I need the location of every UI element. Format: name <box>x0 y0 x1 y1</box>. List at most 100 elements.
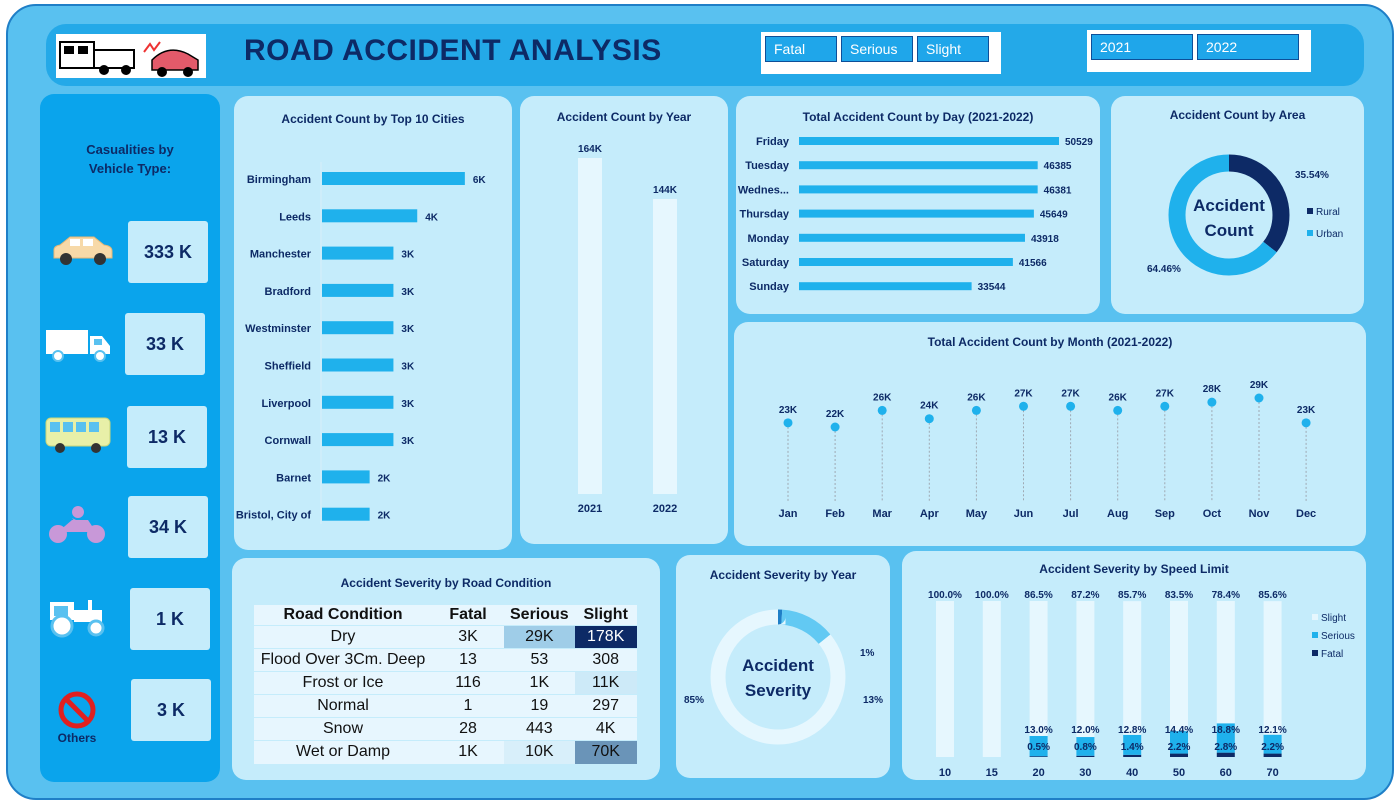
speed-legend-swatch <box>1312 614 1318 620</box>
cities-value-label: 3K <box>401 362 415 373</box>
slicer-2021[interactable]: 2021 <box>1091 34 1193 60</box>
speed-legend-swatch <box>1312 632 1318 638</box>
speed-legend-label: Fatal <box>1321 649 1343 660</box>
cities-bar <box>322 283 394 297</box>
severity-year-title: Accident Severity by Year <box>709 568 857 582</box>
cities-bar <box>322 321 394 335</box>
cities-value-label: 3K <box>401 287 415 298</box>
speed-serious-bar <box>1029 735 1048 757</box>
cities-bar <box>322 470 370 484</box>
day-bar <box>799 185 1038 194</box>
table-row: Flood Over 3Cm. Deep 13 53 308 <box>254 648 637 672</box>
cities-bar <box>322 433 394 447</box>
table-cell: 1 <box>432 694 504 718</box>
month-tick-label: Apr <box>920 508 940 520</box>
table-header-cell: Slight <box>574 604 637 626</box>
area-value-label: 35.54% <box>1295 170 1329 181</box>
table-cell: 13 <box>432 648 504 672</box>
day-tick-label: Sunday <box>749 281 790 293</box>
day-tick-label: Tuesday <box>745 160 790 172</box>
road-condition-table: Road Condition Fatal Serious Slight Dry 3K 29… <box>254 604 637 764</box>
speed-tick-label: 70 <box>1266 767 1278 779</box>
tractor-casualty-value: 1 K <box>130 588 210 650</box>
month-value-label: 26K <box>1109 392 1128 403</box>
bus-casualty-value: 13 K <box>127 406 207 468</box>
table-cell: Frost or Ice <box>254 671 432 695</box>
slicer-serious[interactable]: Serious <box>841 36 913 62</box>
table-cell: 70K <box>574 740 637 764</box>
motorcycle-casualty-value: 34 K <box>128 496 208 558</box>
speed-serious-label: 12.0% <box>1071 725 1099 736</box>
year-value-label: 144K <box>653 185 678 196</box>
severity-donut-slice <box>710 609 846 745</box>
speed-slight-label: 83.5% <box>1165 590 1193 601</box>
cities-tick-label: Liverpool <box>261 398 311 410</box>
year-slicer: 2021 2022 <box>1087 30 1311 72</box>
day-bar <box>799 233 1025 242</box>
vehicle-sidebar-title: Casualities by Vehicle Type: <box>40 140 220 178</box>
day-bar <box>799 282 972 291</box>
cities-tick-label: Sheffield <box>265 361 311 373</box>
table-cell: 29K <box>504 625 575 649</box>
year-value-label: 164K <box>578 144 603 155</box>
cities-tick-label: Barnet <box>276 472 311 484</box>
speed-serious-label: 18.8% <box>1212 725 1240 736</box>
speed-fatal-bar <box>1263 753 1282 757</box>
month-value-label: 22K <box>826 409 845 420</box>
car-icon <box>48 228 118 272</box>
slicer-2022[interactable]: 2022 <box>1197 34 1299 60</box>
speed-tick-label: 10 <box>939 767 951 779</box>
area-center-label: Accident <box>1193 196 1265 215</box>
bus-icon <box>44 414 114 458</box>
month-point <box>971 405 981 415</box>
severity-slicer: Fatal Serious Slight <box>761 32 1001 74</box>
speed-fatal-label: 2.8% <box>1214 742 1237 753</box>
cities-value-label: 3K <box>401 436 415 447</box>
cities-tick-label: Birmingham <box>247 174 311 186</box>
speed-fatal-bar <box>1076 755 1095 757</box>
slicer-fatal[interactable]: Fatal <box>765 36 837 62</box>
speed-tick-label: 50 <box>1173 767 1185 779</box>
day-panel: Total Accident Count by Day (2021-2022) <box>736 96 1100 314</box>
table-cell: 297 <box>574 694 637 718</box>
table-header-cell: Serious <box>504 604 575 626</box>
speed-slight-label: 100.0% <box>928 590 962 601</box>
month-point <box>877 405 887 415</box>
road-condition-title: Accident Severity by Road Condition <box>340 576 552 590</box>
table-row: Frost or Ice 116 1K 11K <box>254 671 637 695</box>
cities-bar <box>322 172 465 185</box>
speed-tick-label: 30 <box>1079 767 1091 779</box>
month-tick-label: Mar <box>872 508 892 520</box>
car-casualty-value: 333 K <box>128 221 208 283</box>
day-value-label: 50529 <box>1065 137 1093 148</box>
severity-center-label: Accident <box>742 656 814 675</box>
speed-slight-bar <box>1029 601 1048 736</box>
speed-slight-bar <box>982 601 1001 757</box>
table-cell: 28 <box>432 717 504 741</box>
month-tick-label: Dec <box>1296 508 1316 520</box>
month-value-label: 27K <box>1156 388 1175 399</box>
accident-logo-icon <box>56 34 206 78</box>
severity-value-label: 13% <box>863 695 883 706</box>
table-row: Normal 1 19 297 <box>254 694 637 718</box>
table-cell: 178K <box>574 625 637 649</box>
month-panel: Total Accident Count by Month (2021-2022… <box>734 322 1366 546</box>
day-bar <box>799 258 1013 266</box>
speed-serious-label: 12.8% <box>1118 725 1146 736</box>
motorcycle-icon <box>44 504 114 548</box>
month-tick-label: Nov <box>1249 508 1271 520</box>
speed-serious-bar <box>1170 731 1188 754</box>
speed-fatal-bar <box>1216 752 1235 757</box>
table-row: Snow 28 443 4K <box>254 717 637 741</box>
slicer-slight[interactable]: Slight <box>917 36 989 62</box>
month-chart-title: Total Accident Count by Month (2021-2022… <box>927 335 1173 349</box>
page-title: ROAD ACCIDENT ANALYSIS <box>244 34 662 67</box>
speed-tick-label: 40 <box>1126 767 1138 779</box>
cities-value-label: 2K <box>378 473 392 484</box>
truck-casualty-value: 33 K <box>125 313 205 375</box>
month-tick-label: Aug <box>1107 508 1128 520</box>
month-tick-label: Sep <box>1155 508 1175 520</box>
speed-slight-bar <box>1170 600 1188 732</box>
day-value-label: 46385 <box>1044 161 1072 172</box>
